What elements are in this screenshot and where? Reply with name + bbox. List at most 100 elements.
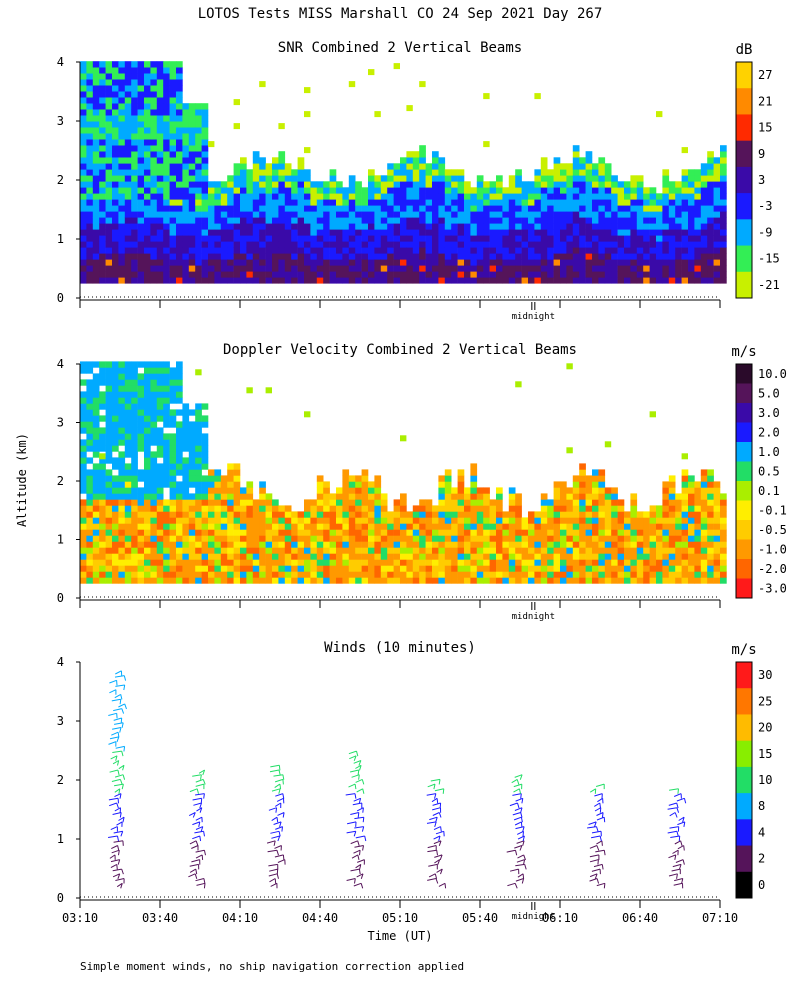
heatmap-cell (508, 577, 516, 584)
heatmap-cell (553, 229, 561, 236)
heatmap-cell (681, 553, 689, 560)
heatmap-cell (688, 499, 695, 506)
heatmap-cell (195, 175, 202, 182)
heatmap-cell (604, 229, 612, 236)
heatmap-cell (336, 223, 343, 230)
heatmap-cell (713, 553, 721, 560)
heatmap-cell (310, 193, 318, 200)
heatmap-cell (560, 271, 567, 278)
heatmap-cell (419, 247, 426, 254)
heatmap-cell (131, 409, 138, 416)
wind-barb-shaft (682, 859, 685, 865)
heatmap-cell (707, 265, 714, 272)
wind-barb-shaft (278, 765, 281, 771)
heatmap-cell (124, 403, 132, 410)
heatmap-cell (368, 181, 375, 188)
heatmap-cell (579, 463, 586, 470)
heatmap-cell (592, 541, 599, 548)
heatmap-cell (400, 517, 407, 524)
heatmap-cell (112, 403, 119, 410)
heatmap-cell (118, 415, 126, 422)
heatmap-cell (585, 487, 593, 494)
heatmap-cell (233, 505, 241, 512)
colorbar-units: m/s (731, 642, 756, 658)
heatmap-cell (233, 529, 241, 536)
heatmap-cell (438, 505, 446, 512)
heatmap-cell (502, 529, 510, 536)
heatmap-cell (700, 187, 708, 194)
heatmap-cell (201, 457, 209, 464)
heatmap-cell (598, 475, 606, 482)
heatmap-cell (156, 259, 164, 266)
heatmap-cell (553, 169, 561, 176)
heatmap-cell (598, 493, 606, 500)
heatmap-cell (182, 241, 190, 248)
heatmap-cell (521, 559, 529, 566)
heatmap-cell (144, 265, 151, 272)
heatmap-cell (521, 553, 529, 560)
wind-barb-shaft (518, 788, 522, 794)
heatmap-cell (451, 175, 458, 182)
wind-barb (114, 693, 121, 699)
heatmap-cell (99, 481, 106, 488)
heatmap-cell (118, 367, 126, 374)
heatmap-cell (412, 511, 420, 518)
heatmap-cell (572, 475, 580, 482)
heatmap-cell (470, 217, 478, 224)
heatmap-cell (137, 205, 145, 212)
heatmap-cell (508, 205, 516, 212)
heatmap-cell (406, 235, 414, 242)
heatmap-cell (150, 259, 158, 266)
heatmap-cell (624, 565, 631, 572)
wind-barb-shaft (523, 859, 526, 865)
heatmap-cell (278, 265, 286, 272)
wind-barb (433, 835, 441, 840)
heatmap-cell (297, 253, 305, 260)
heatmap-cell (540, 571, 548, 578)
heatmap-cell (451, 247, 458, 254)
heatmap-cell (579, 469, 586, 476)
wind-barb (275, 793, 283, 797)
heatmap-cell (272, 223, 279, 230)
heatmap-cell (649, 571, 657, 578)
heatmap-cell (438, 229, 446, 236)
heatmap-cell (284, 565, 292, 572)
wind-barb-shaft (434, 821, 437, 828)
heatmap-cell (99, 85, 106, 92)
heatmap-cell (649, 247, 657, 254)
heatmap-cell (496, 265, 503, 272)
heatmap-cell (118, 535, 126, 542)
heatmap-cell (156, 163, 164, 170)
heatmap-cell (355, 565, 362, 572)
heatmap-cell (124, 421, 132, 428)
heatmap-cell (636, 541, 644, 548)
heatmap-cell (150, 523, 158, 530)
heatmap-cell (502, 205, 510, 212)
heatmap-cell (489, 529, 497, 536)
heatmap-cell (451, 199, 458, 206)
heatmap-cell (291, 187, 298, 194)
heatmap-cell (124, 259, 132, 266)
heatmap-cell (713, 487, 721, 494)
heatmap-cell (521, 223, 529, 230)
heatmap-cell (220, 229, 228, 236)
heatmap-cell (265, 187, 273, 194)
heatmap-cell (451, 277, 458, 284)
heatmap-cell (387, 217, 394, 224)
heatmap-cell (361, 247, 369, 254)
heatmap-cell (214, 187, 222, 194)
heatmap-cell (604, 181, 612, 188)
heatmap-cell (240, 271, 247, 278)
heatmap-cell (246, 523, 254, 530)
heatmap-cell (336, 217, 343, 224)
heatmap-cell (310, 553, 318, 560)
heatmap-cell (470, 187, 478, 194)
heatmap-cell (80, 271, 87, 278)
heatmap-cell (163, 79, 170, 86)
heatmap-cell (220, 187, 228, 194)
heatmap-cell (688, 523, 695, 530)
heatmap-cell (144, 469, 151, 476)
heatmap-cell (137, 217, 145, 224)
wind-barb-shaft (599, 807, 602, 813)
heatmap-cell (470, 193, 478, 200)
